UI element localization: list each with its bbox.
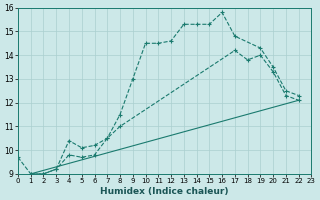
X-axis label: Humidex (Indice chaleur): Humidex (Indice chaleur)	[100, 187, 229, 196]
